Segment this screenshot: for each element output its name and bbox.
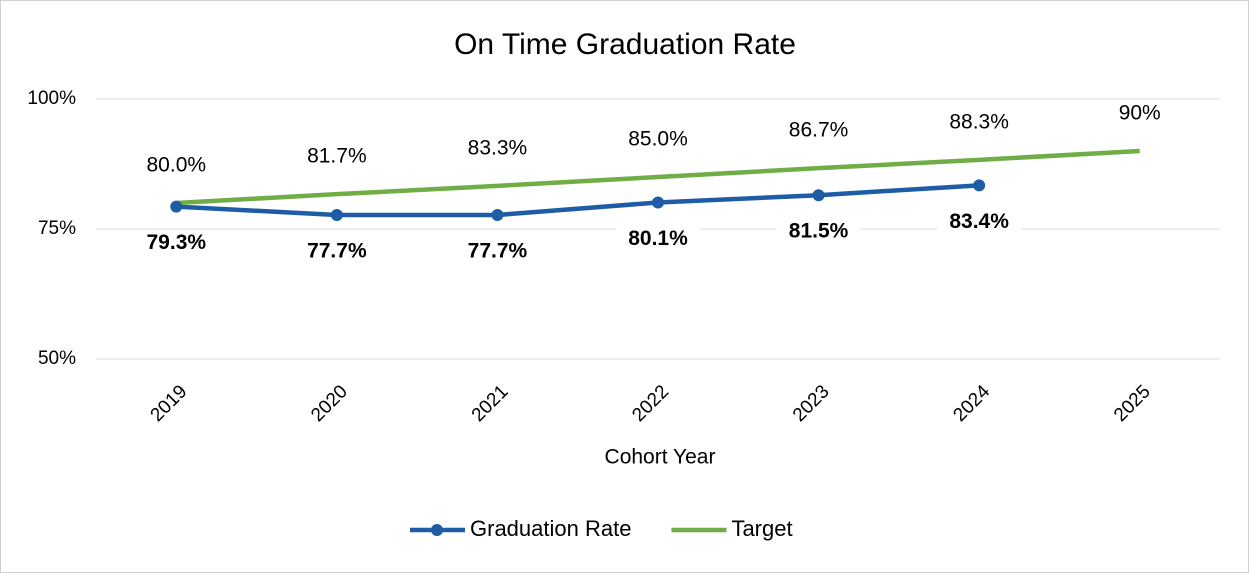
label-background [134, 152, 219, 180]
data-label: 86.7% [789, 119, 849, 142]
x-axis-title: Cohort Year [605, 446, 716, 469]
y-tick-label: 100% [27, 88, 76, 109]
label-background [1097, 100, 1182, 128]
legend-label: Graduation Rate [470, 516, 631, 541]
label-background [937, 208, 1022, 237]
data-label: 88.3% [949, 110, 1009, 133]
data-label: 83.4% [949, 210, 1009, 233]
label-background [937, 108, 1022, 137]
data-label: 77.7% [468, 240, 528, 263]
data-label: 77.7% [307, 240, 367, 263]
data-point [812, 189, 825, 202]
data-point [491, 208, 504, 221]
data-label: 80.1% [628, 227, 688, 250]
label-background [294, 237, 379, 266]
legend-marker [431, 524, 443, 536]
y-tick-label: 75% [38, 218, 76, 239]
label-background [455, 237, 540, 266]
data-point [170, 200, 183, 213]
label-background [776, 218, 861, 247]
chart-title: On Time Graduation Rate [454, 28, 796, 61]
label-background [294, 143, 379, 172]
series-line [176, 148, 1140, 206]
legend-label: Target [731, 516, 792, 541]
data-label: 80.0% [147, 154, 207, 177]
data-point [652, 196, 664, 209]
label-background [616, 225, 700, 254]
data-label: 79.3% [147, 231, 207, 254]
y-tick-label: 50% [38, 348, 76, 369]
series-line [176, 183, 980, 218]
label-background [455, 134, 540, 163]
data-label: 83.3% [468, 136, 528, 159]
data-point [973, 179, 986, 192]
data-label: 85.0% [628, 128, 688, 151]
label-background [134, 229, 219, 258]
data-label: 81.5% [789, 220, 849, 243]
label-background [776, 117, 861, 146]
label-background [616, 126, 700, 154]
data-label: 90% [1119, 102, 1161, 125]
data-label: 81.7% [307, 145, 367, 168]
data-point [330, 208, 343, 221]
